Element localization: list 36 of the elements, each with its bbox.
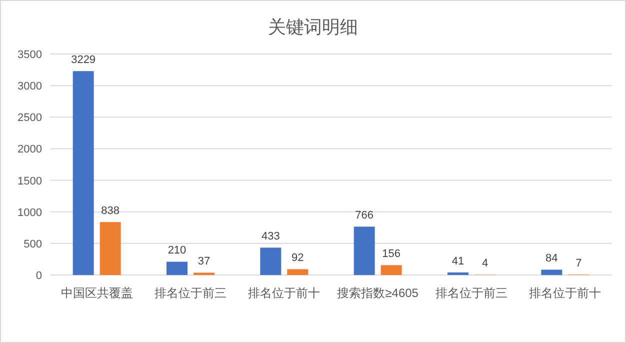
bar: [166, 262, 188, 275]
y-tick-label: 2000: [18, 144, 42, 156]
x-tick-label: 排名位于前十: [248, 286, 320, 300]
x-tick-label: 排名位于前三: [436, 286, 508, 300]
x-tick-label: 排名位于前三: [154, 286, 226, 300]
bar: [541, 270, 562, 275]
data-label: 92: [292, 252, 304, 264]
data-label: 7: [576, 258, 582, 270]
data-label: 84: [546, 252, 558, 265]
bar: [287, 269, 308, 275]
data-label: 838: [101, 205, 120, 218]
y-tick-label: 2500: [18, 112, 42, 124]
data-label: 3229: [71, 54, 96, 66]
bar: [260, 248, 282, 275]
y-tick-label: 3000: [18, 80, 42, 93]
bar: [100, 222, 121, 275]
y-tick-label: 1000: [18, 206, 42, 219]
y-tick-label: 500: [24, 238, 42, 250]
x-tick-label: 排名位于前十: [529, 286, 602, 300]
data-label: 37: [198, 256, 210, 268]
y-tick-label: 1500: [18, 175, 42, 188]
x-tick-label: 搜索指数≥4605: [337, 286, 419, 300]
bar: [448, 272, 468, 275]
data-label: 4: [482, 258, 488, 270]
x-tick-label: 中国区共覆盖: [60, 286, 133, 300]
y-tick-label: 3500: [18, 49, 42, 61]
data-label: 766: [355, 210, 374, 222]
bar: [354, 226, 375, 275]
data-label: 433: [261, 230, 280, 243]
data-label: 156: [382, 248, 401, 260]
bar: [72, 71, 94, 275]
data-label: 41: [452, 255, 464, 268]
data-label: 210: [168, 244, 186, 257]
chart-title: 关键词明细: [268, 17, 358, 37]
bar: [380, 265, 402, 275]
y-tick-label: 0: [36, 270, 42, 282]
